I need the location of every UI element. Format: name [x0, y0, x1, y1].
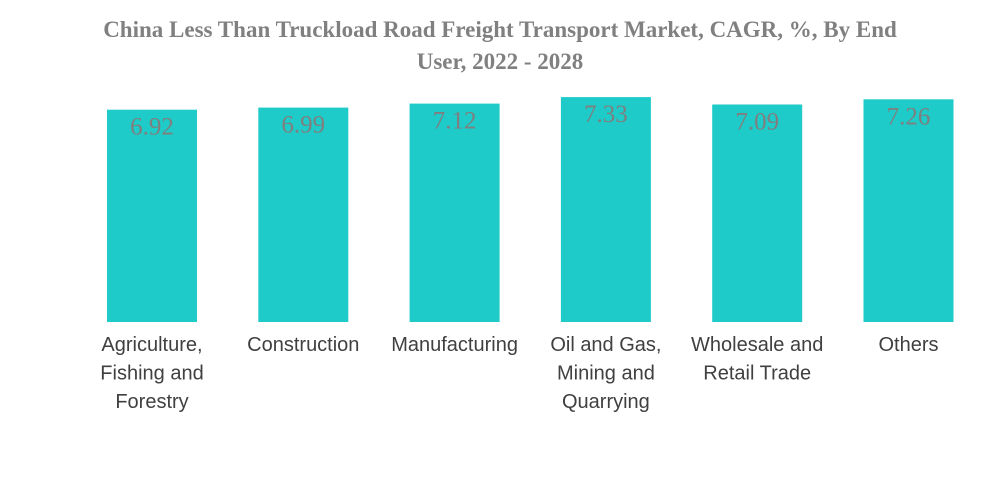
category-label-4-line-0: Wholesale and: [691, 334, 823, 356]
value-label-3: 7.33: [584, 101, 628, 128]
category-label-3-line-1: Mining and: [557, 363, 655, 385]
category-label-4-line-1: Retail Trade: [703, 363, 811, 385]
value-label-5: 7.26: [887, 103, 931, 130]
bar-1: [258, 107, 349, 322]
bar-5: [863, 99, 954, 322]
category-labels-group: Agriculture, Fishing and Forestry Construct…: [100, 334, 938, 413]
bar-3: [560, 97, 651, 322]
bar-0: [107, 109, 197, 322]
value-labels-group: 6.92 6.99 7.12 7.33 7.09 7.26: [130, 101, 930, 141]
category-label-1-line-0: Construction: [247, 334, 359, 356]
value-label-2: 7.12: [433, 108, 477, 135]
value-label-4: 7.09: [735, 109, 779, 136]
category-label-5: Others: [878, 334, 938, 356]
category-label-3: Oil and Gas, Mining and Quarrying: [550, 334, 661, 413]
chart-title-line-2: User, 2022 - 2028: [416, 49, 584, 74]
value-label-1: 6.99: [281, 112, 325, 139]
bars-group: [107, 97, 954, 322]
chart-title: China Less Than Truckload Road Freight T…: [0, 14, 1000, 78]
category-label-5-line-0: Others: [878, 334, 938, 356]
category-label-0-line-2: Forestry: [115, 391, 188, 413]
category-label-2: Manufacturing: [391, 334, 518, 356]
bar-2: [409, 103, 500, 322]
chart-title-line-1: China Less Than Truckload Road Freight T…: [103, 17, 897, 42]
category-label-3-line-2: Quarrying: [562, 391, 650, 413]
category-label-4: Wholesale and Retail Trade: [691, 334, 823, 385]
bar-4: [712, 104, 803, 322]
category-label-0-line-0: Agriculture,: [101, 334, 202, 356]
category-label-3-line-0: Oil and Gas,: [550, 334, 661, 356]
category-label-0-line-1: Fishing and: [100, 363, 203, 385]
category-label-0: Agriculture, Fishing and Forestry: [100, 334, 203, 413]
category-label-2-line-0: Manufacturing: [391, 334, 518, 356]
category-label-1: Construction: [247, 334, 359, 356]
value-label-0: 6.92: [130, 114, 174, 141]
